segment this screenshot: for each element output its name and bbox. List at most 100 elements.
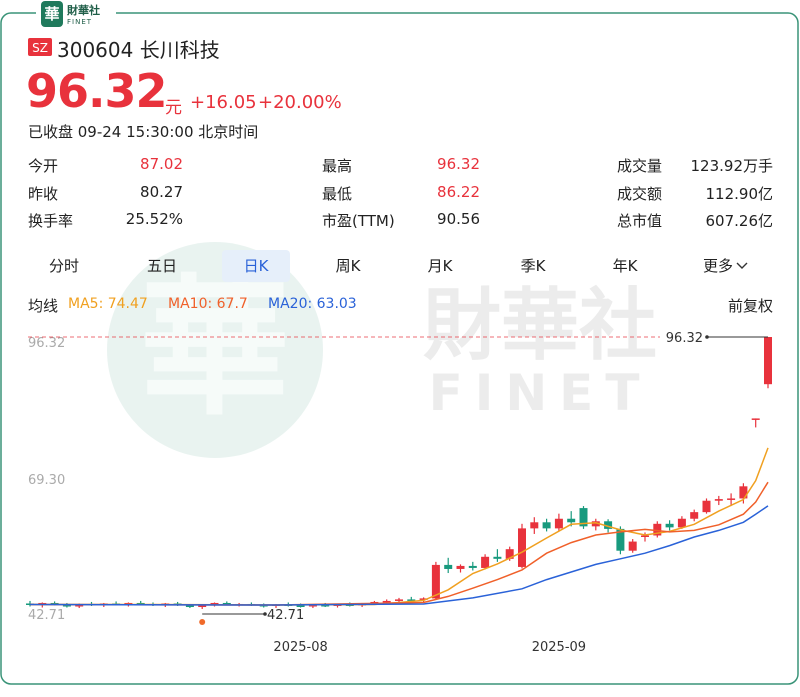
card-border xyxy=(0,12,799,685)
tab[interactable]: 五日 xyxy=(146,257,177,275)
candle-body xyxy=(665,523,674,528)
stat-value: 123.92万手 xyxy=(690,157,774,175)
legend-item: MA10: 67.7 xyxy=(168,296,248,312)
logo-mark: 華 xyxy=(44,5,59,23)
candle-body xyxy=(591,521,600,527)
exchange: SZ xyxy=(32,41,48,55)
more-chevron xyxy=(736,262,748,269)
watermark-cn: 財華社 xyxy=(423,281,657,371)
watermark-en: FINET xyxy=(429,364,652,422)
y-tick-label: 69.30 xyxy=(28,473,65,488)
stat-label: 今开 xyxy=(28,157,59,175)
candle-body xyxy=(493,556,502,559)
min-dot xyxy=(263,612,267,616)
tab[interactable]: 日K xyxy=(222,250,290,282)
watermark-mark: 華 xyxy=(140,262,290,436)
stat-value: 86.22 xyxy=(437,183,480,201)
candle-body xyxy=(604,521,613,529)
stat-value: 90.56 xyxy=(437,210,480,228)
candle-body xyxy=(628,541,637,551)
ma-title: 均线 xyxy=(28,297,59,315)
candle-body xyxy=(296,605,305,607)
candle-body xyxy=(259,604,268,607)
candle-body xyxy=(198,605,207,608)
candle-body xyxy=(579,508,588,527)
logo-mark-bg xyxy=(41,1,63,27)
tab[interactable]: 季K xyxy=(520,257,546,275)
candle-body xyxy=(542,522,551,529)
status: 已收盘 09-24 15:30:00 北京时间 xyxy=(28,123,259,141)
x-tick-label: 2025-09 xyxy=(532,640,586,655)
candle-body xyxy=(50,602,59,605)
candle-body xyxy=(518,528,526,567)
stock-title: 300604 长川科技 xyxy=(57,38,220,62)
candle-body xyxy=(395,599,403,601)
tab[interactable]: 月K xyxy=(427,257,453,275)
watermark-logo xyxy=(107,242,323,458)
candle-body xyxy=(653,523,662,536)
tab[interactable]: 分时 xyxy=(48,257,79,275)
candle-body xyxy=(727,498,736,500)
candle-body xyxy=(677,518,686,528)
tab[interactable]: 年K xyxy=(612,257,638,275)
tab[interactable]: 更多 xyxy=(702,257,733,275)
x-tick-label: 2025-08 xyxy=(273,640,327,655)
min-label: 42.71 xyxy=(267,608,304,623)
adjust[interactable]: 前复权 xyxy=(727,297,773,315)
stat-label: 成交额 xyxy=(617,185,663,203)
candle-body xyxy=(530,522,539,529)
candle-body xyxy=(764,337,772,385)
candle-body xyxy=(751,418,760,420)
candle-body xyxy=(444,564,453,569)
candle-body xyxy=(419,598,428,600)
legend-item: MA20: 63.03 xyxy=(268,296,357,312)
candle-body xyxy=(739,486,748,499)
candle-body xyxy=(481,556,490,568)
candle-body xyxy=(407,599,416,601)
candle-body xyxy=(702,500,711,513)
stat-value: 25.52% xyxy=(125,210,183,228)
candle-body xyxy=(690,512,699,519)
candle-body xyxy=(641,535,649,537)
stat-label: 最低 xyxy=(322,185,353,203)
stat-value: 96.32 xyxy=(437,155,480,173)
min-marker xyxy=(199,619,206,625)
stat-label: 总市值 xyxy=(617,212,663,230)
y-tick-label: 42.71 xyxy=(28,608,65,623)
stat-label: 市盈(TTM) xyxy=(322,212,395,230)
logo-sub: FINET xyxy=(67,18,92,26)
candle-body xyxy=(567,518,576,523)
change: +16.05 xyxy=(190,92,257,113)
max-label: 96.32 xyxy=(666,331,703,346)
change-pct: +20.00% xyxy=(258,92,342,113)
max-dot xyxy=(705,335,709,339)
candle-body xyxy=(136,602,145,605)
exchange-badge xyxy=(28,38,52,56)
stat-value: 87.02 xyxy=(140,155,183,173)
stat-label: 昨收 xyxy=(28,185,59,203)
price: 96.32 xyxy=(26,64,168,118)
candle-body xyxy=(616,528,625,551)
stat-value: 80.27 xyxy=(140,183,183,201)
candle-body xyxy=(382,600,391,603)
stat-value: 112.90亿 xyxy=(705,185,774,203)
legend-item: MA5: 74.47 xyxy=(68,296,148,312)
candle-body xyxy=(456,565,465,569)
ma-line xyxy=(29,505,769,606)
candle-body xyxy=(185,605,194,608)
stat-value: 607.26亿 xyxy=(705,212,774,230)
stat-label: 成交量 xyxy=(617,157,663,175)
y-tick-label: 96.32 xyxy=(28,336,65,351)
tab[interactable]: 周K xyxy=(335,257,361,275)
candle-body xyxy=(62,604,71,607)
candle-body xyxy=(321,604,330,607)
stat-label: 换手率 xyxy=(28,212,74,230)
candle-body xyxy=(431,564,440,599)
candle-body xyxy=(505,549,514,559)
logo-name: 財華社 xyxy=(66,3,100,17)
candle-body xyxy=(124,602,133,605)
ma-line xyxy=(29,481,769,606)
price-unit: 元 xyxy=(165,98,182,118)
